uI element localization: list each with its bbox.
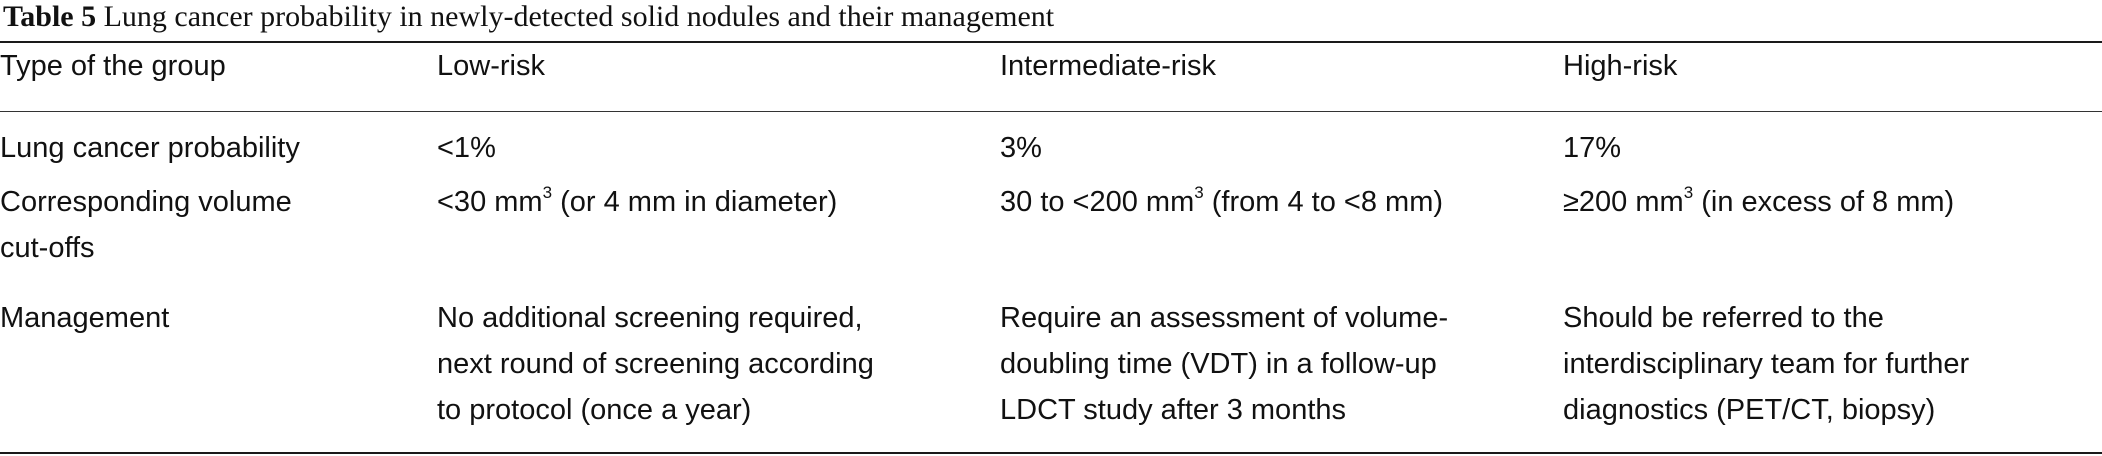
cell-probability-low: <1%: [437, 132, 496, 164]
header-rule: [0, 111, 2102, 112]
cell-management-intermediate: Require an assessment of volume- doublin…: [1000, 295, 1563, 445]
cell-management-intermediate-line: LDCT study after 3 months: [1000, 394, 1347, 426]
cell-volume-intermediate-value: 30 to <200 mm: [1000, 186, 1195, 218]
top-rule: [0, 41, 2102, 43]
cell-volume-high-note: (in excess of 8 mm): [1693, 186, 1955, 218]
header-cell-intermediate-risk: Intermediate-risk: [1000, 50, 1216, 82]
row-label-probability: Lung cancer probability: [0, 132, 300, 164]
cell-management-low: No additional screening required, next r…: [437, 295, 1000, 445]
table-row-volume: Corresponding volume cut-offs <30 mm3 (o…: [0, 179, 2102, 295]
header-cell-low-risk: Low-risk: [437, 50, 545, 82]
cell-volume-high-value: ≥200 mm: [1563, 186, 1684, 218]
header-cell-high-risk: High-risk: [1563, 50, 1678, 82]
cell-volume-low-exponent: 3: [542, 183, 553, 203]
cell-management-high: Should be referred to the interdisciplin…: [1563, 295, 2102, 445]
row-label-volume-line2: cut-offs: [0, 232, 95, 264]
row-label-volume: Corresponding volume cut-offs: [0, 179, 437, 295]
table-caption: Table 5 Lung cancer probability in newly…: [3, 0, 1054, 34]
caption-text: Lung cancer probability in newly-detecte…: [96, 0, 1055, 33]
cell-management-intermediate-line: Require an assessment of volume-: [1000, 302, 1449, 334]
cell-probability-intermediate: 3%: [1000, 132, 1042, 164]
cell-volume-intermediate: 30 to <200 mm3 (from 4 to <8 mm): [1000, 179, 1563, 295]
cell-volume-intermediate-exponent: 3: [1194, 183, 1204, 203]
cell-management-high-line: interdisciplinary team for further: [1563, 348, 1970, 380]
row-label-management: Management: [0, 302, 170, 334]
cell-volume-low-value: <30 mm: [437, 186, 543, 218]
cell-management-high-line: diagnostics (PET/CT, biopsy): [1563, 394, 1936, 426]
cell-volume-low: <30 mm3 (or 4 mm in diameter): [437, 179, 1000, 295]
cell-volume-low-note: (or 4 mm in diameter): [552, 186, 838, 218]
cell-volume-intermediate-note: (from 4 to <8 mm): [1203, 186, 1444, 218]
cell-management-low-line: next round of screening according: [437, 348, 874, 380]
data-table: Type of the group Low-risk Intermediate-…: [0, 43, 2102, 445]
bottom-rule: [0, 452, 2102, 454]
cell-management-high-line: Should be referred to the: [1563, 302, 1884, 334]
header-cell-group-type: Type of the group: [0, 50, 226, 82]
table-row-management: Management No additional screening requi…: [0, 295, 2102, 445]
table-row-probability: Lung cancer probability <1% 3% 17%: [0, 111, 2102, 179]
row-label-volume-line1: Corresponding volume: [0, 186, 292, 218]
cell-management-low-line: to protocol (once a year): [437, 394, 752, 426]
caption-label: Table 5: [3, 0, 97, 33]
cell-volume-high: ≥200 mm3 (in excess of 8 mm): [1563, 179, 2102, 295]
cell-management-low-line: No additional screening required,: [437, 302, 863, 334]
cell-probability-high: 17%: [1563, 132, 1622, 164]
cell-volume-high-exponent: 3: [1683, 183, 1694, 203]
cell-management-intermediate-line: doubling time (VDT) in a follow-up: [1000, 348, 1437, 380]
header-row: Type of the group Low-risk Intermediate-…: [0, 43, 2102, 111]
